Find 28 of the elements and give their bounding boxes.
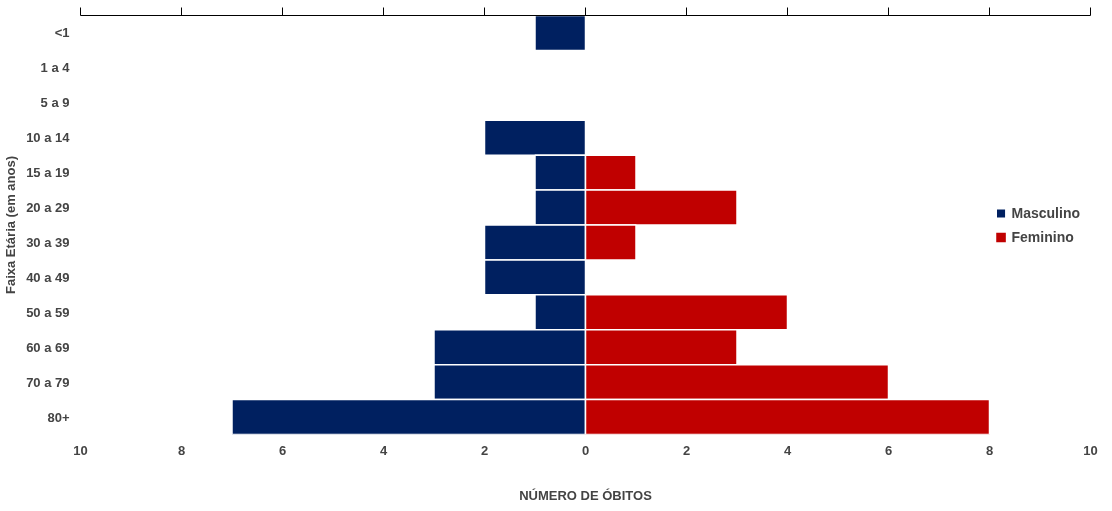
legend-label: Feminino: [1011, 228, 1074, 245]
y-tick-label: 20 a 29: [26, 200, 70, 216]
bar: [534, 15, 587, 52]
x-axis-title: NÚMERO DE ÓBITOS: [519, 487, 653, 503]
y-tick-label: 15 a 19: [26, 165, 70, 181]
y-tick-label: 80+: [47, 409, 70, 425]
y-tick-label: 30 a 39: [26, 234, 70, 250]
x-tick-label: 10: [1083, 442, 1098, 458]
x-tick-label: 6: [884, 442, 893, 458]
x-tick-label: 8: [177, 442, 186, 458]
y-tick-label: 1 a 4: [40, 60, 71, 76]
y-tick-label: 40 a 49: [26, 269, 70, 285]
y-tick-label: 5 a 9: [40, 95, 70, 111]
x-tick-label: 8: [985, 442, 994, 458]
y-tick-label: 10 a 14: [26, 130, 71, 146]
legend-label: Masculino: [1011, 204, 1080, 221]
x-tick-label: 4: [783, 442, 792, 458]
x-tick-label: 6: [278, 442, 287, 458]
y-tick-label: 50 a 59: [26, 304, 70, 320]
x-tick-label: 10: [73, 442, 88, 458]
x-tick-label: 0: [581, 442, 590, 458]
y-tick-label: 70 a 79: [26, 374, 70, 390]
x-tick-label: 2: [480, 442, 489, 458]
x-tick-label: 2: [682, 442, 691, 458]
y-tick-label: 60 a 69: [26, 339, 70, 355]
y-axis-title: Faixa Etária (em anos): [3, 156, 19, 294]
y-tick-label: <1: [54, 25, 70, 41]
x-tick-label: 4: [379, 442, 388, 458]
